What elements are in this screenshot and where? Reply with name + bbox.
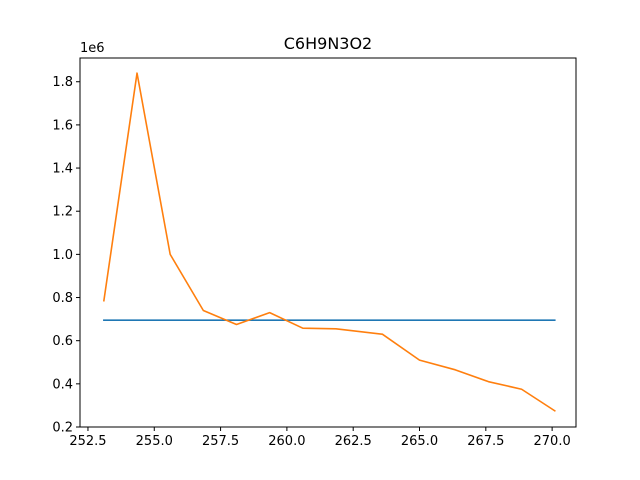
y-tick-label: 1.4	[52, 162, 73, 177]
x-axis: 252.5 255.0 257.5 260.0 262.5 265.0 267.5 270.0	[69, 427, 571, 449]
x-tick-label: 262.5	[335, 434, 372, 449]
x-tick-label: 265.0	[401, 434, 438, 449]
x-tick-label: 267.5	[467, 434, 504, 449]
x-tick-label: 270.0	[534, 434, 571, 449]
y-tick-label: 0.6	[52, 334, 73, 349]
series-layer	[102, 72, 556, 412]
y-tick-label: 1.2	[52, 205, 73, 220]
plot-area	[80, 58, 576, 427]
y-tick-label: 0.8	[52, 291, 73, 306]
y-axis: 0.2 0.4 0.6 0.8 1.0 1.2 1.4 1.6 1.8	[52, 75, 80, 436]
series-line-2	[102, 72, 556, 412]
y-tick-label: 0.2	[52, 421, 73, 436]
x-tick-label: 252.5	[69, 434, 106, 449]
y-tick-label: 1.0	[52, 248, 73, 263]
y-tick-label: 1.8	[52, 75, 73, 90]
x-tick-label: 260.0	[268, 434, 305, 449]
y-tick-label: 1.6	[52, 118, 73, 133]
x-tick-label: 257.5	[202, 434, 239, 449]
x-tick-label: 255.0	[136, 434, 173, 449]
chart-title: C6H9N3O2	[284, 34, 372, 53]
plot-frame	[79, 57, 577, 428]
y-tick-label: 0.4	[52, 377, 73, 392]
y-offset-label: 1e6	[80, 41, 105, 56]
